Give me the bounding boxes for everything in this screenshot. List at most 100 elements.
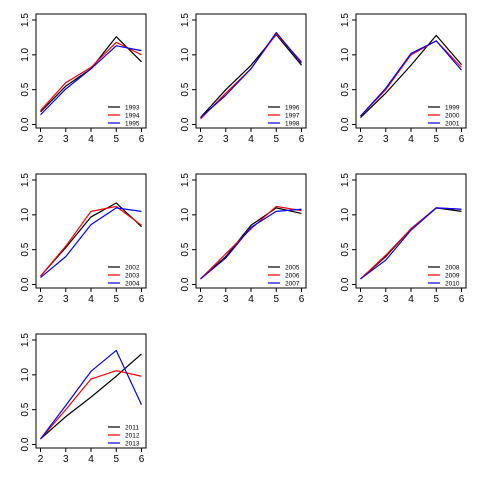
legend-label: 2004 — [125, 280, 140, 287]
legend-label: 2011 — [125, 424, 139, 431]
y-tick-label: 0.5 — [20, 242, 31, 256]
y-tick-label: 1.5 — [180, 13, 191, 27]
x-tick-label: 6 — [139, 454, 145, 465]
legend-label: 2000 — [445, 112, 460, 119]
y-tick-label: 0.0 — [20, 277, 31, 291]
series-line-2013 — [40, 349, 143, 440]
y-tick-label: 1.0 — [340, 207, 351, 221]
y-tick-label: 1.0 — [20, 47, 31, 61]
x-tick-label: 3 — [63, 454, 69, 465]
y-tick-label: 0.5 — [20, 402, 31, 416]
series-line-1995 — [40, 45, 142, 116]
y-tick-label: 0.5 — [180, 242, 191, 256]
series-line-1999 — [360, 34, 462, 118]
series-line-2010 — [360, 207, 462, 280]
x-tick-label: 6 — [459, 134, 465, 145]
y-tick-label: 1.5 — [20, 13, 31, 27]
legend-label: 2009 — [445, 272, 460, 279]
legend-label: 1998 — [285, 120, 300, 127]
legend-label: 1995 — [125, 120, 140, 127]
series-line-2002 — [40, 202, 142, 277]
y-tick-label: 0.5 — [20, 82, 31, 96]
x-tick-label: 4 — [248, 134, 254, 145]
y-tick-label: 0.0 — [20, 117, 31, 131]
legend-label: 1999 — [445, 104, 460, 111]
y-tick-label: 0.5 — [180, 82, 191, 96]
y-tick-label: 0.5 — [340, 82, 351, 96]
x-tick-label: 4 — [248, 294, 254, 305]
series-line-1994 — [40, 41, 142, 111]
series-line-2007 — [200, 208, 302, 280]
x-tick-label: 4 — [408, 294, 414, 305]
legend-label: 2012 — [125, 432, 140, 439]
y-tick-label: 0.0 — [340, 277, 351, 291]
series-line-2003 — [40, 205, 142, 277]
legend-label: 1996 — [285, 104, 300, 111]
series-line-2001 — [360, 40, 462, 117]
x-tick-label: 4 — [88, 294, 94, 305]
x-tick-label: 4 — [88, 134, 94, 145]
y-tick-label: 1.5 — [340, 13, 351, 27]
legend-label: 2001 — [445, 120, 460, 127]
series-line-1996 — [200, 34, 302, 118]
x-tick-label: 6 — [139, 134, 145, 145]
x-tick-label: 5 — [273, 294, 279, 305]
legend-label: 2010 — [445, 280, 460, 287]
x-tick-label: 5 — [113, 134, 119, 145]
y-tick-label: 0.0 — [180, 117, 191, 131]
x-tick-label: 2 — [198, 134, 204, 145]
x-tick-label: 6 — [139, 294, 145, 305]
legend-label: 2006 — [285, 272, 300, 279]
x-tick-label: 2 — [38, 294, 44, 305]
series-line-2012 — [40, 370, 142, 440]
x-tick-label: 2 — [38, 134, 44, 145]
y-tick-label: 0.0 — [180, 277, 191, 291]
legend-label: 2013 — [125, 440, 140, 447]
series-line-2006 — [200, 205, 302, 280]
x-tick-label: 3 — [383, 294, 389, 305]
legend-label: 1997 — [285, 112, 300, 119]
x-tick-label: 5 — [113, 454, 119, 465]
x-tick-label: 2 — [38, 454, 44, 465]
legend-label: 1993 — [125, 104, 140, 111]
x-tick-label: 3 — [223, 294, 229, 305]
series-line-2005 — [200, 207, 302, 280]
x-tick-label: 3 — [63, 294, 69, 305]
x-tick-label: 6 — [299, 134, 305, 145]
legend-label: 2008 — [445, 264, 460, 271]
x-tick-label: 5 — [273, 134, 279, 145]
legend-label: 2002 — [125, 264, 140, 271]
x-tick-label: 2 — [358, 294, 364, 305]
legend-label: 1994 — [125, 112, 140, 119]
y-tick-label: 1.0 — [180, 207, 191, 221]
y-tick-label: 1.0 — [340, 47, 351, 61]
y-tick-label: 0.5 — [340, 242, 351, 256]
y-tick-label: 1.5 — [20, 173, 31, 187]
x-tick-label: 3 — [383, 134, 389, 145]
x-tick-label: 5 — [433, 134, 439, 145]
y-tick-label: 1.5 — [180, 173, 191, 187]
series-line-1998 — [200, 31, 302, 118]
series-line-2000 — [360, 40, 462, 117]
y-tick-label: 0.0 — [20, 437, 31, 451]
x-tick-label: 6 — [299, 294, 305, 305]
y-tick-label: 0.0 — [340, 117, 351, 131]
legend-label: 2007 — [285, 280, 300, 287]
series-line-2004 — [40, 207, 142, 278]
x-tick-label: 2 — [198, 294, 204, 305]
x-tick-label: 4 — [88, 454, 94, 465]
legend-label: 2003 — [125, 272, 140, 279]
y-tick-label: 1.5 — [20, 333, 31, 347]
x-tick-label: 2 — [358, 134, 364, 145]
x-tick-label: 4 — [408, 134, 414, 145]
x-tick-label: 5 — [113, 294, 119, 305]
y-tick-label: 1.0 — [20, 367, 31, 381]
y-tick-label: 1.0 — [20, 207, 31, 221]
